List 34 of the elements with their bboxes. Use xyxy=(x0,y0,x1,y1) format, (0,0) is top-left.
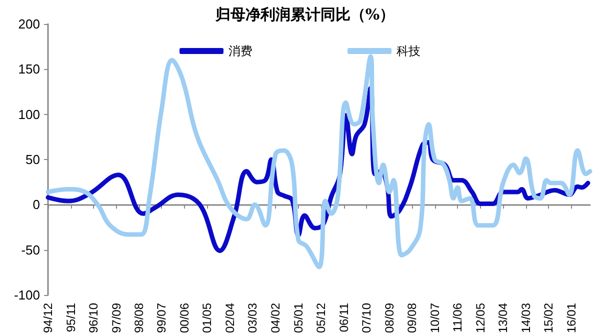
chart-title: 归母净利润累计同比（%） xyxy=(214,6,395,24)
legend-label: 消费 xyxy=(228,44,252,58)
x-tick-label: 97/09 xyxy=(109,302,124,333)
x-tick-label: 15/02 xyxy=(542,302,556,333)
y-tick-label: 200 xyxy=(18,16,40,32)
x-tick-label: 94/12 xyxy=(41,302,55,333)
x-tick-label: 07/10 xyxy=(360,302,374,333)
x-tick-label: 10/07 xyxy=(428,302,442,333)
x-tick-label: 08/09 xyxy=(382,302,396,333)
y-tick-label: 50 xyxy=(26,152,40,167)
x-tick-label: 02/04 xyxy=(223,302,238,333)
x-tick-label: 96/10 xyxy=(86,302,101,333)
x-tick-label: 06/11 xyxy=(336,302,351,332)
y-tick-label: 0 xyxy=(32,197,40,212)
x-tick-label: 12/05 xyxy=(473,302,488,333)
x-tick-label: 03/03 xyxy=(246,302,260,333)
x-tick-label: 98/08 xyxy=(132,302,146,333)
x-tick-label: 99/07 xyxy=(154,302,169,333)
x-tick-label: 14/03 xyxy=(518,302,533,333)
x-tick-label: 05/01 xyxy=(291,302,306,333)
x-tick-label: 09/08 xyxy=(405,302,420,333)
x-tick-label: 00/06 xyxy=(178,302,192,333)
x-tick-label: 05/12 xyxy=(314,302,328,333)
y-tick-label: 100 xyxy=(18,106,40,122)
legend-label: 科技 xyxy=(396,44,420,58)
x-tick-label: 95/11 xyxy=(64,302,78,332)
y-tick-label: -50 xyxy=(21,242,40,258)
y-tick-label: 150 xyxy=(18,62,40,77)
x-tick-label: 04/02 xyxy=(268,302,283,333)
x-tick-label: 16/01 xyxy=(564,302,578,333)
x-tick-label: 11/06 xyxy=(450,302,465,332)
x-tick-label: 13/04 xyxy=(496,302,510,333)
y-tick-label: -100 xyxy=(14,287,40,302)
x-tick-label: 01/05 xyxy=(200,302,214,333)
